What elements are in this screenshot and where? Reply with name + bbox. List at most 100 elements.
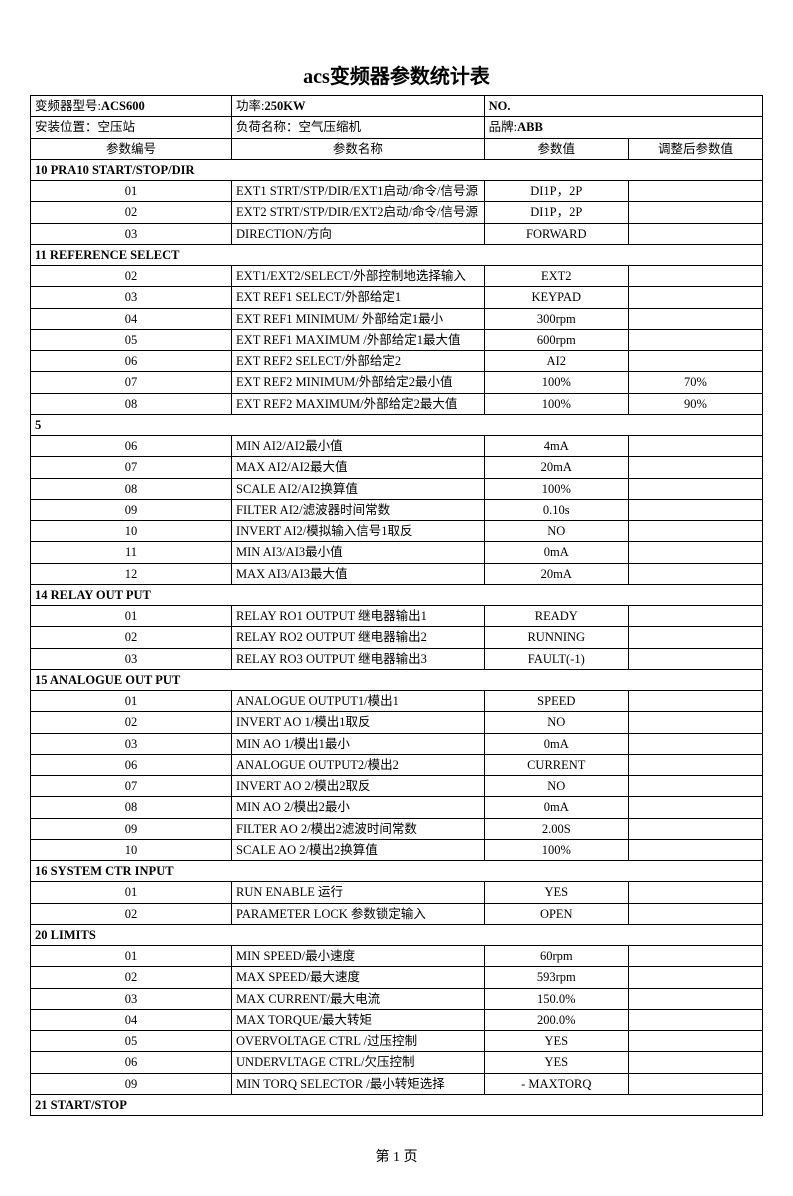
cell-val: 60rpm	[484, 946, 628, 967]
cell-val: OPEN	[484, 903, 628, 924]
cell-adj	[628, 797, 762, 818]
cell-val: RUNNING	[484, 627, 628, 648]
table-row: 06EXT REF2 SELECT/外部给定2AI2	[31, 351, 763, 372]
table-row: 01ANALOGUE OUTPUT1/模出1SPEED	[31, 691, 763, 712]
section-header: 20 LIMITS	[31, 924, 763, 945]
cell-adj	[628, 223, 762, 244]
table-row: 02PARAMETER LOCK 参数锁定输入OPEN	[31, 903, 763, 924]
table-row: 07EXT REF2 MINIMUM/外部给定2最小值100%70%	[31, 372, 763, 393]
cell-val: DI1P，2P	[484, 181, 628, 202]
cell-val: 150.0%	[484, 988, 628, 1009]
cell-num: 03	[31, 648, 232, 669]
cell-adj	[628, 563, 762, 584]
cell-name: FILTER AO 2/模出2滤波时间常数	[232, 818, 485, 839]
table-row: 04EXT REF1 MINIMUM/ 外部给定1最小300rpm	[31, 308, 763, 329]
cell-num: 07	[31, 776, 232, 797]
cell-adj	[628, 521, 762, 542]
table-row: 10SCALE AO 2/模出2换算值100%	[31, 839, 763, 860]
cell-name: DIRECTION/方向	[232, 223, 485, 244]
cell-adj	[628, 478, 762, 499]
cell-val: 2.00S	[484, 818, 628, 839]
cell-adj	[628, 457, 762, 478]
cell-val: 100%	[484, 393, 628, 414]
cell-val: AI2	[484, 351, 628, 372]
cell-adj: 90%	[628, 393, 762, 414]
cell-val: FORWARD	[484, 223, 628, 244]
cell-num: 03	[31, 287, 232, 308]
cell-val: YES	[484, 1031, 628, 1052]
cell-val: READY	[484, 606, 628, 627]
cell-name: EXT REF1 MAXIMUM /外部给定1最大值	[232, 329, 485, 350]
cell-num: 02	[31, 712, 232, 733]
table-row: 06UNDERVLTAGE CTRL/欠压控制YES	[31, 1052, 763, 1073]
cell-adj	[628, 1031, 762, 1052]
cell-val: 593rpm	[484, 967, 628, 988]
col-name-header: 参数名称	[232, 138, 485, 159]
cell-val: SPEED	[484, 691, 628, 712]
cell-adj	[628, 946, 762, 967]
cell-num: 02	[31, 266, 232, 287]
cell-name: MAX TORQUE/最大转矩	[232, 1009, 485, 1030]
cell-name: EXT REF1 MINIMUM/ 外部给定1最小	[232, 308, 485, 329]
section-header: 16 SYSTEM CTR INPUT	[31, 861, 763, 882]
cell-adj	[628, 839, 762, 860]
parameter-table: 变频器型号:ACS600 功率:250KW NO. 安装位置：空压站 负荷名称：…	[30, 95, 763, 1116]
table-row: 03DIRECTION/方向FORWARD	[31, 223, 763, 244]
cell-name: MIN AO 1/模出1最小	[232, 733, 485, 754]
col-num-header: 参数编号	[31, 138, 232, 159]
cell-num: 08	[31, 797, 232, 818]
power-value: 250KW	[265, 99, 306, 113]
section-header-row: 21 START/STOP	[31, 1094, 763, 1115]
cell-val: YES	[484, 1052, 628, 1073]
cell-val: NO	[484, 776, 628, 797]
cell-name: EXT1/EXT2/SELECT/外部控制地选择输入	[232, 266, 485, 287]
cell-val: YES	[484, 882, 628, 903]
cell-val: CURRENT	[484, 754, 628, 775]
cell-name: UNDERVLTAGE CTRL/欠压控制	[232, 1052, 485, 1073]
cell-val: 600rpm	[484, 329, 628, 350]
cell-num: 09	[31, 1073, 232, 1094]
cell-name: MIN TORQ SELECTOR /最小转矩选择	[232, 1073, 485, 1094]
cell-name: INVERT AO 2/模出2取反	[232, 776, 485, 797]
table-row: 02RELAY RO2 OUTPUT 继电器输出2RUNNING	[31, 627, 763, 648]
table-row: 06MIN AI2/AI2最小值4mA	[31, 436, 763, 457]
cell-adj	[628, 329, 762, 350]
table-row: 03MAX CURRENT/最大电流150.0%	[31, 988, 763, 1009]
cell-name: ANALOGUE OUTPUT1/模出1	[232, 691, 485, 712]
cell-num: 02	[31, 202, 232, 223]
table-row: 05OVERVOLTAGE CTRL /过压控制YES	[31, 1031, 763, 1052]
cell-num: 01	[31, 882, 232, 903]
section-header: 21 START/STOP	[31, 1094, 763, 1115]
cell-num: 02	[31, 627, 232, 648]
section-header-row: 20 LIMITS	[31, 924, 763, 945]
cell-name: SCALE AO 2/模出2换算值	[232, 839, 485, 860]
model-value: ACS600	[101, 99, 145, 113]
cell-adj	[628, 181, 762, 202]
cell-adj	[628, 266, 762, 287]
cell-val: 300rpm	[484, 308, 628, 329]
table-row: 08MIN AO 2/模出2最小0mA	[31, 797, 763, 818]
table-row: 02MAX SPEED/最大速度593rpm	[31, 967, 763, 988]
cell-num: 01	[31, 606, 232, 627]
cell-name: INVERT AI2/模拟输入信号1取反	[232, 521, 485, 542]
cell-num: 06	[31, 436, 232, 457]
header-row-1: 变频器型号:ACS600 功率:250KW NO.	[31, 96, 763, 117]
cell-name: RELAY RO1 OUTPUT 继电器输出1	[232, 606, 485, 627]
table-row: 09FILTER AI2/滤波器时间常数0.10s	[31, 499, 763, 520]
cell-num: 09	[31, 499, 232, 520]
table-row: 01MIN SPEED/最小速度60rpm	[31, 946, 763, 967]
cell-name: EXT1 STRT/STP/DIR/EXT1启动/命令/信号源	[232, 181, 485, 202]
section-header: 15 ANALOGUE OUT PUT	[31, 669, 763, 690]
cell-num: 06	[31, 754, 232, 775]
cell-adj	[628, 691, 762, 712]
cell-name: EXT2 STRT/STP/DIR/EXT2启动/命令/信号源	[232, 202, 485, 223]
cell-adj	[628, 903, 762, 924]
cell-adj	[628, 967, 762, 988]
brand-value: ABB	[517, 120, 543, 134]
cell-adj	[628, 733, 762, 754]
table-row: 06ANALOGUE OUTPUT2/模出2CURRENT	[31, 754, 763, 775]
cell-adj	[628, 1009, 762, 1030]
cell-adj	[628, 606, 762, 627]
cell-val: - MAXTORQ	[484, 1073, 628, 1094]
cell-num: 09	[31, 818, 232, 839]
